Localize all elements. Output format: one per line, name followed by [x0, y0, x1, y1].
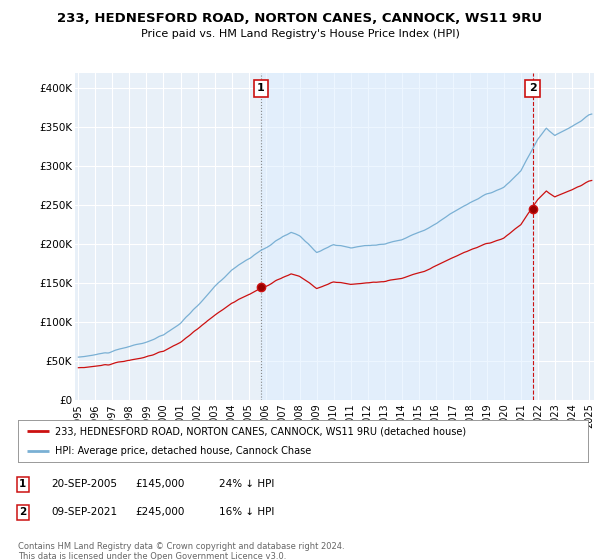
Text: 24% ↓ HPI: 24% ↓ HPI [219, 479, 274, 489]
Text: Contains HM Land Registry data © Crown copyright and database right 2024.
This d: Contains HM Land Registry data © Crown c… [18, 542, 344, 560]
Text: Price paid vs. HM Land Registry's House Price Index (HPI): Price paid vs. HM Land Registry's House … [140, 29, 460, 39]
Text: 1: 1 [257, 83, 265, 94]
Text: HPI: Average price, detached house, Cannock Chase: HPI: Average price, detached house, Cann… [55, 446, 311, 456]
Text: 233, HEDNESFORD ROAD, NORTON CANES, CANNOCK, WS11 9RU (detached house): 233, HEDNESFORD ROAD, NORTON CANES, CANN… [55, 426, 466, 436]
Text: 2: 2 [19, 507, 26, 517]
Text: 1: 1 [19, 479, 26, 489]
Text: 09-SEP-2021: 09-SEP-2021 [51, 507, 117, 517]
Text: 233, HEDNESFORD ROAD, NORTON CANES, CANNOCK, WS11 9RU: 233, HEDNESFORD ROAD, NORTON CANES, CANN… [58, 12, 542, 25]
Text: £145,000: £145,000 [135, 479, 184, 489]
Text: 2: 2 [529, 83, 536, 94]
Bar [261, 73, 533, 400]
Text: 16% ↓ HPI: 16% ↓ HPI [219, 507, 274, 517]
Text: 20-SEP-2005: 20-SEP-2005 [51, 479, 117, 489]
Text: £245,000: £245,000 [135, 507, 184, 517]
